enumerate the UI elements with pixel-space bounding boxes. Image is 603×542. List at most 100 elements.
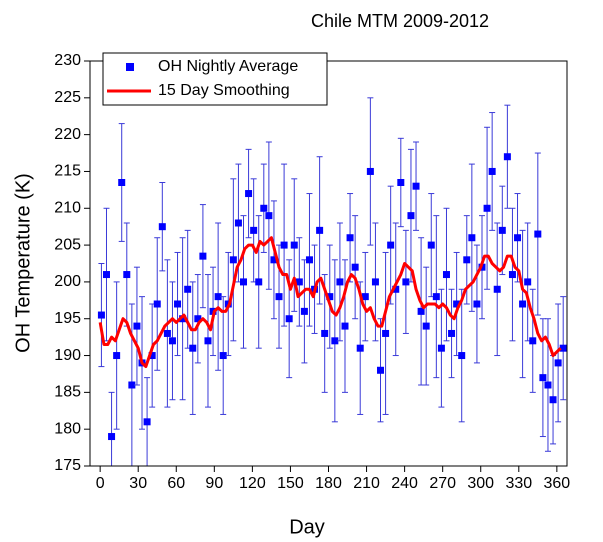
- marker: [559, 344, 567, 352]
- marker: [453, 300, 461, 308]
- x-tick-label: 30: [129, 475, 147, 492]
- marker: [285, 315, 293, 323]
- y-tick-label: 195: [54, 310, 81, 327]
- marker: [442, 271, 450, 279]
- x-tick-label: 360: [543, 475, 570, 492]
- marker: [519, 300, 527, 308]
- data-point: [448, 288, 456, 379]
- data-point: [189, 281, 197, 415]
- marker: [204, 337, 212, 345]
- data-point: [503, 104, 511, 209]
- marker: [102, 271, 110, 279]
- x-tick-label: 60: [167, 475, 185, 492]
- data-point: [402, 229, 410, 334]
- marker: [402, 278, 410, 286]
- marker: [270, 256, 278, 264]
- marker: [184, 285, 192, 293]
- marker: [544, 381, 552, 389]
- data-point: [163, 259, 171, 408]
- data-point: [559, 296, 567, 401]
- data-point: [331, 259, 339, 423]
- marker: [300, 307, 308, 315]
- y-tick-label: 220: [54, 126, 81, 143]
- data-point: [473, 244, 481, 364]
- data-point: [118, 123, 126, 242]
- marker: [97, 311, 105, 319]
- marker: [534, 230, 542, 238]
- marker: [514, 234, 522, 242]
- y-axis-label: OH Temperature (K): [12, 173, 34, 353]
- x-tick-label: 210: [353, 475, 380, 492]
- marker: [255, 278, 263, 286]
- marker: [163, 329, 171, 337]
- x-tick-label: 180: [315, 475, 342, 492]
- x-tick-label: 150: [277, 475, 304, 492]
- marker: [437, 344, 445, 352]
- data-point: [179, 237, 187, 401]
- smoothing-line: [98, 236, 562, 369]
- data-point: [529, 288, 537, 393]
- data-point: [305, 193, 313, 327]
- data-point: [123, 222, 131, 327]
- marker: [422, 322, 430, 330]
- data-point: [265, 141, 273, 290]
- data-point: [524, 222, 532, 342]
- marker: [240, 278, 248, 286]
- data-point: [468, 163, 476, 312]
- marker: [219, 352, 227, 360]
- marker: [153, 300, 161, 308]
- marker: [554, 359, 562, 367]
- marker: [371, 278, 379, 286]
- marker: [128, 381, 136, 389]
- data-point: [300, 259, 308, 364]
- marker: [199, 252, 207, 260]
- marker: [336, 278, 344, 286]
- data-point: [382, 251, 390, 415]
- data-point: [432, 215, 440, 379]
- data-point: [397, 137, 405, 228]
- data-point: [240, 215, 248, 349]
- data-point: [326, 244, 334, 349]
- marker: [503, 153, 511, 161]
- y-tick-label: 180: [54, 420, 81, 437]
- marker: [508, 271, 516, 279]
- marker: [179, 315, 187, 323]
- marker: [265, 212, 273, 220]
- marker: [493, 285, 501, 293]
- y-tick-label: 175: [54, 457, 81, 474]
- data-point: [260, 163, 268, 253]
- data-point: [219, 296, 227, 415]
- data-point: [442, 207, 450, 342]
- legend-marker: [126, 63, 134, 71]
- data-point: [270, 200, 278, 320]
- x-tick-label: 90: [205, 475, 223, 492]
- marker: [260, 204, 268, 212]
- marker: [316, 226, 324, 234]
- data-point: [143, 377, 151, 466]
- x-tick-label: 270: [429, 475, 456, 492]
- marker: [326, 293, 334, 301]
- data-point: [366, 97, 374, 246]
- marker: [448, 329, 456, 337]
- marker: [189, 344, 197, 352]
- data-point: [488, 112, 496, 231]
- data-point: [508, 207, 516, 342]
- marker: [361, 293, 369, 301]
- x-tick-label: 300: [467, 475, 494, 492]
- data-point: [427, 193, 435, 298]
- data-point: [97, 263, 105, 368]
- marker: [290, 241, 298, 249]
- data-point: [255, 215, 263, 349]
- data-point: [493, 222, 501, 357]
- marker: [498, 226, 506, 234]
- data-point: [356, 281, 364, 415]
- marker: [377, 366, 385, 374]
- data-point: [194, 274, 202, 364]
- data-point: [102, 207, 110, 342]
- x-tick-label: 330: [505, 475, 532, 492]
- data-point: [351, 215, 359, 320]
- data-point: [204, 274, 212, 408]
- marker: [194, 315, 202, 323]
- marker: [174, 300, 182, 308]
